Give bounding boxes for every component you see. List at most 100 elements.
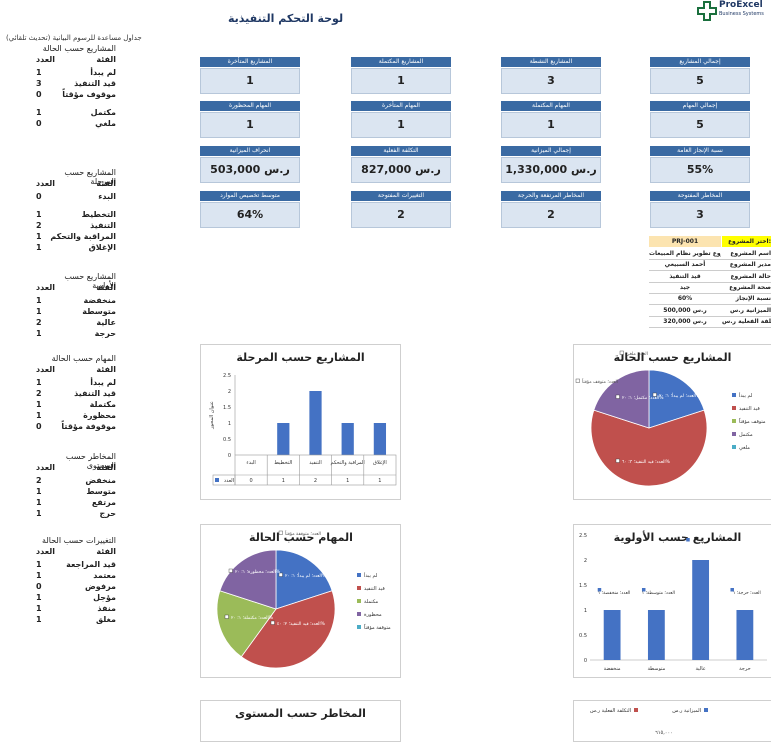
row-label: الإغلاق xyxy=(88,243,116,252)
tick-label: 2 xyxy=(228,389,231,395)
bar xyxy=(309,391,322,455)
project-select[interactable]: PRJ-001 xyxy=(649,236,721,247)
row-label: حرج xyxy=(99,509,116,518)
row-value: 1 xyxy=(36,604,42,613)
row-value: 0 xyxy=(36,90,42,99)
pie-chart: لم يبدأ قيد التنفيذ متوقف مؤقتاً مكتمل ملغي ا… xyxy=(575,350,766,487)
kpi-title: متوسط تخصيص الموارد xyxy=(200,191,300,201)
row-label: حرجة xyxy=(94,329,116,338)
bar xyxy=(373,423,387,455)
project-select-label: اختر المشروع: xyxy=(722,236,771,247)
data-label: ٦١٥,٠٠٠ xyxy=(655,730,673,736)
category-label: التخطيط xyxy=(274,460,292,466)
row-label: مرتفع xyxy=(91,498,116,507)
row-value: 0 xyxy=(36,422,42,431)
kpi-value: 3 xyxy=(650,202,750,228)
legend-key xyxy=(215,478,219,482)
header-label: الفئة xyxy=(96,55,116,64)
label-marker xyxy=(641,588,646,592)
chart-title: المشاريع حسب المرحلة xyxy=(236,351,365,364)
data-label: العدد؛ محظورة؛ ١؛ ٢٠% xyxy=(235,569,281,575)
kpi-title: نسبة الإنجاز العامة xyxy=(650,146,750,156)
kpi-card: المشاريع النشطة 3 xyxy=(501,57,601,94)
row-label: البدء xyxy=(98,192,116,201)
project-field-label: الميزانية ر.س xyxy=(729,306,771,314)
kpi-card: انحراف الميزانية ر.س 503,000 xyxy=(200,146,300,183)
kpi-value: 64% xyxy=(200,202,300,228)
row-value: 1 xyxy=(36,108,42,117)
chart-projects-by-status: المشاريع حسب الحالة لم يبدأ قيد التنفيذ مت… xyxy=(573,344,771,500)
tick-label: 2.5 xyxy=(223,373,231,379)
kpi-card: المهام المكتملة 1 xyxy=(501,101,601,138)
row-label: مكتمل xyxy=(90,108,116,117)
kpi-card: المخاطر المفتوحة 3 xyxy=(650,191,750,228)
row-label: مؤجل xyxy=(93,593,116,602)
kpi-card: إجمالي المهام 5 xyxy=(650,101,750,138)
pie-slice xyxy=(648,369,705,429)
legend-key xyxy=(732,432,736,436)
pie-slice xyxy=(275,549,333,610)
row-value: 1 xyxy=(36,68,42,77)
category-label: منخفضة xyxy=(604,666,621,672)
row-value: 1 xyxy=(36,560,42,569)
logo-icon xyxy=(697,1,717,21)
kpi-card: التغييرات المفتوحة 2 xyxy=(351,191,451,228)
row-value: 3 xyxy=(36,79,42,88)
row-label: قيد التنفيذ xyxy=(74,79,116,88)
kpi-title: المهام المتأخرة xyxy=(351,101,451,111)
kpi-value: 2 xyxy=(501,202,601,228)
row-value: 1 xyxy=(36,411,42,420)
row-label: ملغي xyxy=(95,119,116,128)
chart-risks-by-level: المخاطر حسب المستوى xyxy=(200,700,401,742)
kpi-card: المخاطر المرتفعة والحرجة 2 xyxy=(501,191,601,228)
tick-label: 0.5 xyxy=(223,437,231,443)
row-label: مكتملة xyxy=(89,400,116,409)
row-label: متوسطة xyxy=(82,307,116,316)
chart-title: المخاطر حسب المستوى xyxy=(235,707,366,720)
kpi-title: المخاطر المفتوحة xyxy=(650,191,750,201)
pie-chart: لم يبدأ قيد التنفيذ مكتملة محظورة متوقفة مؤق… xyxy=(216,530,391,669)
data-label: 0 xyxy=(250,478,253,484)
section-title: المخاطر حسب المستوى xyxy=(65,452,116,470)
project-field-value: جيد xyxy=(679,283,691,291)
bar-chart: الميزانية ر.س التكلفة الفعلية ر.س ٦١٥,٠٠٠ xyxy=(590,708,708,736)
tick-label: 1.5 xyxy=(223,405,231,411)
tick-label: 0.5 xyxy=(579,633,587,639)
row-value: 2 xyxy=(36,476,42,485)
project-field-label: اسم المشروع xyxy=(730,250,771,257)
row-value: 0 xyxy=(36,192,42,201)
kpi-title: إجمالي المشاريع xyxy=(650,57,750,67)
logo-name: ProExcel xyxy=(719,0,763,10)
pie-slice xyxy=(590,409,708,487)
tick-label: 1 xyxy=(584,608,587,614)
header-value: العدد xyxy=(36,365,55,374)
label-marker xyxy=(224,614,229,619)
legend-label: محظورة xyxy=(364,612,382,618)
data-label: العدد؛ مكتملة؛ ١؛ ٢٠% xyxy=(231,615,274,621)
row-label: معتمد xyxy=(93,571,116,580)
project-row: الميزانية ر.س 500,000 ر.س xyxy=(649,305,771,317)
legend-label: التكلفة الفعلية ر.س xyxy=(590,708,631,714)
kpi-title: التغييرات المفتوحة xyxy=(351,191,451,201)
kpi-title: إجمالي المهام xyxy=(650,101,750,111)
legend-key xyxy=(732,445,736,449)
data-label: 1 xyxy=(282,478,285,484)
bar-chart: 0 0.5 1 1.5 2 2.5 عنوان المحور العدد البدء 0 التخط… xyxy=(209,373,397,486)
data-label: العدد؛ ملغي xyxy=(626,352,648,357)
header-label: الفئة xyxy=(96,365,116,374)
legend-key xyxy=(357,573,361,577)
legend-key xyxy=(357,599,361,603)
label-marker xyxy=(270,620,275,625)
legend-label: قيد التنفيذ xyxy=(739,406,760,412)
legend-label: متوقف مؤقتاً xyxy=(738,417,765,425)
table-legend-cell xyxy=(212,474,236,486)
data-table xyxy=(234,454,397,486)
row-value: 1 xyxy=(36,509,42,518)
bar xyxy=(603,610,621,660)
legend-label: قيد التنفيذ xyxy=(364,586,385,592)
project-field-value: 60% xyxy=(677,295,693,303)
row-value: 1 xyxy=(36,593,42,602)
data-label: العدد؛ متوقف مؤقتاً xyxy=(582,378,618,385)
legend-label: الميزانية ر.س xyxy=(672,708,701,714)
legend-label: متوقفة مؤقتاً xyxy=(363,623,391,631)
